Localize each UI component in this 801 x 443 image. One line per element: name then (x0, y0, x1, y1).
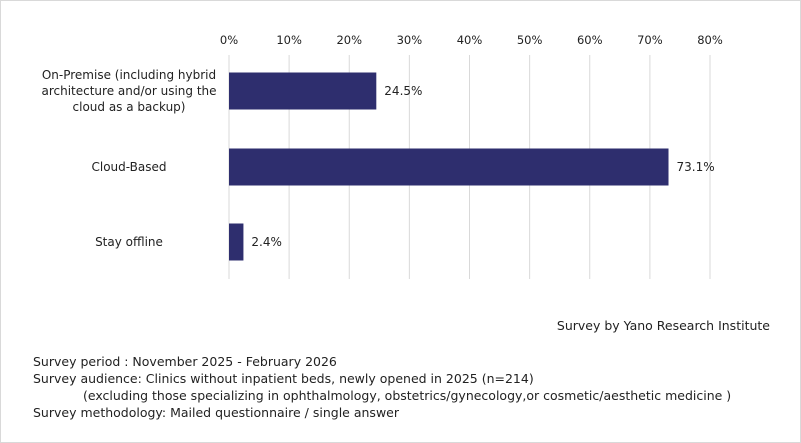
x-tick-label: 0% (220, 33, 238, 47)
source-credit: Survey by Yano Research Institute (556, 318, 770, 333)
category-label: Cloud-Based (91, 160, 166, 174)
category-label-line: Cloud-Based (91, 160, 166, 174)
survey-period: Survey period : November 2025 - February… (33, 354, 337, 369)
data-labels: 24.5% 73.1% 2.4% (251, 84, 714, 249)
x-tick-label: 30% (397, 33, 423, 47)
x-tick-label: 80% (697, 33, 723, 47)
survey-methodology: Survey methodology: Mailed questionnaire… (33, 405, 399, 420)
data-label: 2.4% (251, 235, 282, 249)
bar (229, 148, 669, 186)
bar (229, 72, 377, 110)
category-label: Stay offline (95, 235, 163, 249)
category-label-line: On-Premise (including hybrid (42, 68, 216, 82)
data-label: 73.1% (677, 160, 715, 174)
data-label: 24.5% (384, 84, 422, 98)
bars (229, 72, 669, 261)
x-tick-label: 60% (577, 33, 603, 47)
category-label: On-Premise (including hybrid architecture… (41, 68, 216, 114)
survey-audience-note: (excluding those specializing in ophthal… (83, 388, 732, 403)
x-tick-label: 50% (517, 33, 543, 47)
category-label-line: cloud as a backup) (73, 100, 186, 114)
category-label-line: architecture and/or using the (41, 84, 216, 98)
x-tick-label: 10% (276, 33, 302, 47)
x-axis-ticks: 0% 10% 20% 30% 40% 50% 60% 70% 80% (220, 33, 723, 47)
bar-chart: 0% 10% 20% 30% 40% 50% 60% 70% 80% 24.5% 73.1% 2.4… (41, 33, 723, 279)
x-tick-label: 70% (637, 33, 663, 47)
survey-audience: Survey audience: Clinics without inpatie… (33, 371, 534, 386)
bar (229, 223, 244, 261)
survey-notes: Survey period : November 2025 - February… (33, 353, 731, 421)
category-label-line: Stay offline (95, 235, 163, 249)
x-tick-label: 20% (336, 33, 362, 47)
x-tick-label: 40% (457, 33, 483, 47)
category-labels: On-Premise (including hybrid architecture… (41, 68, 216, 249)
